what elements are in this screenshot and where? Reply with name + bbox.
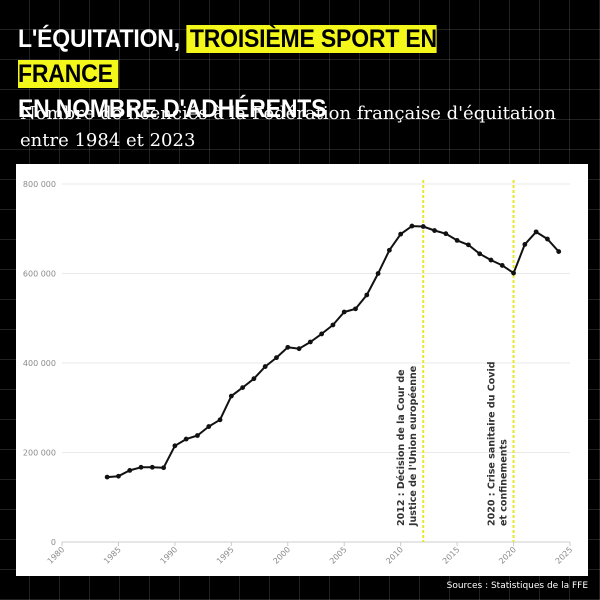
data-point (206, 424, 212, 429)
data-point (398, 231, 404, 237)
x-tick-label: 2005 (328, 545, 349, 566)
data-point (149, 464, 155, 470)
y-tick-label: 400 000 (23, 359, 56, 368)
data-point (511, 270, 516, 276)
x-tick-label: 1980 (46, 545, 67, 566)
event-annotation-line-2: et confinements (499, 439, 510, 526)
data-point (330, 322, 336, 328)
data-point (364, 292, 370, 298)
chart-svg: 0 200 000 400 000 600 000 800 000 1980 1985 199… (23, 180, 575, 566)
chart-card: 0 200 000 400 000 600 000 800 000 1980 1985 199… (16, 164, 588, 576)
data-point (341, 309, 347, 315)
x-tick-label: 1990 (159, 545, 180, 566)
y-tick-label: 0 (51, 538, 56, 547)
data-point (386, 247, 392, 253)
data-point (353, 306, 358, 312)
data-point (533, 229, 539, 235)
data-point (454, 237, 460, 243)
data-point (104, 474, 110, 480)
data-point (116, 473, 121, 479)
source-note: Sources : Statistiques de la FFE (446, 581, 588, 591)
data-point (522, 242, 528, 247)
data-point (262, 364, 268, 369)
data-point (488, 257, 494, 263)
x-tick-label: 2000 (271, 545, 292, 566)
x-tick-label: 2025 (554, 545, 575, 566)
data-point (161, 465, 167, 471)
x-tick-label: 1985 (102, 545, 123, 566)
data-point (556, 249, 562, 254)
data-point (217, 417, 223, 423)
subtitle: Nombre de licenciés à la Fédération fran… (20, 103, 556, 151)
x-tick-label: 2020 (497, 545, 518, 566)
headline: L'ÉQUITATION, TROISIÈME SPORT EN FRANCE … (18, 22, 542, 127)
data-point (172, 443, 178, 449)
data-point (443, 231, 449, 237)
event-annotation-line-1: 2012 : Décision de la Cour de (396, 369, 407, 526)
headline-line-2: EN NOMBRE D'ADHÉRENTS (18, 95, 327, 123)
headline-part-1: L'ÉQUITATION, (18, 25, 180, 53)
data-point (296, 346, 302, 352)
data-point (240, 385, 246, 391)
data-point (477, 251, 483, 257)
y-tick-label: 200 000 (23, 449, 56, 458)
data-point (195, 433, 200, 438)
data-point (545, 236, 550, 242)
data-point (274, 355, 279, 361)
data-point (127, 468, 133, 473)
data-point (409, 223, 415, 229)
data-point (285, 344, 291, 350)
data-point (420, 224, 426, 229)
data-point (228, 393, 234, 399)
data-point (183, 436, 189, 442)
event-annotation-line-2: Justice de l'Union européenne (408, 366, 419, 527)
data-point (138, 464, 144, 470)
data-point (251, 376, 257, 382)
x-tick-label: 2010 (384, 545, 405, 566)
x-tick-label: 1995 (215, 545, 236, 566)
data-point (307, 339, 313, 345)
y-tick-label: 800 000 (23, 180, 56, 189)
data-point (466, 242, 471, 248)
data-point (432, 228, 437, 233)
x-tick-label: 2015 (441, 545, 462, 566)
y-tick-label: 600 000 (23, 270, 56, 279)
data-point (319, 331, 325, 337)
data-point (499, 263, 505, 268)
data-point (375, 271, 381, 276)
event-annotation-line-1: 2020 : Crise sanitaire du Covid (487, 361, 498, 526)
